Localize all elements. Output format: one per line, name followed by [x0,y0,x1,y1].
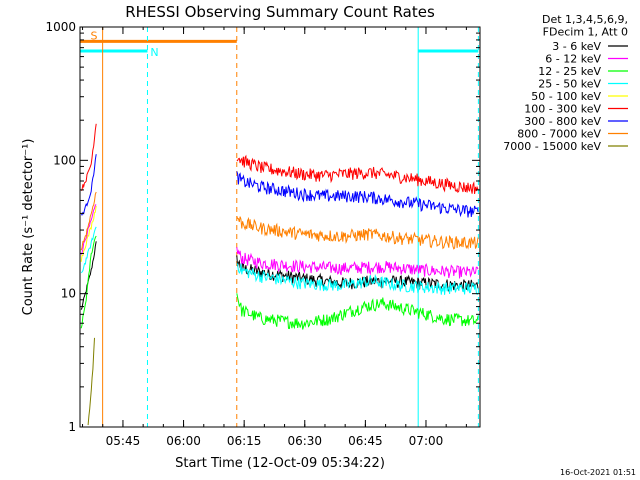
y-axis-label: Count Rate (s⁻¹ detector⁻¹) [21,139,36,316]
x-tick-label: 06:30 [287,434,322,448]
series-line [87,337,95,426]
legend-entry-label: 25 - 50 keV [538,78,601,91]
series-line [236,154,479,195]
x-tick-label: 06:00 [166,434,201,448]
legend-header-line: Det 1,3,4,5,6,9, [542,13,628,26]
series-layer [80,123,479,426]
footer-timestamp: 16-Oct-2021 01:51 [560,468,636,477]
series-line [80,205,97,262]
series-line [236,263,479,295]
chart-title: RHESSI Observing Summary Count Rates [125,3,435,21]
y-tick-label: 1 [68,420,76,434]
series-line [236,293,479,330]
legend-entry-label: 6 - 12 keV [545,53,601,66]
legend-entry-label: 50 - 100 keV [531,90,601,103]
series-line [80,235,97,329]
y-tick-label: 10 [61,287,76,301]
series-line [80,226,97,274]
axes-layer: 05:45 06:00 06:15 06:30 06:45 07:00 1 10 100 1000 [45,20,481,448]
x-tick-label: 07:00 [409,434,444,448]
y-tick-label: 100 [53,153,76,167]
series-line [236,247,479,279]
legend-entry-label: 100 - 300 keV [524,103,601,116]
x-tick-label: 06:45 [348,434,383,448]
annotation-layer: SN [79,27,479,427]
observing-interval-label: N [150,46,158,59]
x-tick-label: 06:15 [227,434,262,448]
legend-entry-label: 12 - 25 keV [538,65,601,78]
series-line [236,216,479,250]
legend-entry-label: 300 - 800 keV [524,115,601,128]
legend-header-line: FDecim 1, Att 0 [543,26,628,39]
plot-frame [79,26,481,428]
x-axis-label: Start Time (12-Oct-09 05:34:22) [175,456,385,471]
observing-interval-label: S [91,29,98,42]
series-line [80,191,97,251]
series-line [236,171,479,218]
legend-entry-label: 800 - 7000 keV [517,128,601,141]
series-line [80,204,97,255]
y-tick-label: 1000 [45,20,76,34]
legend: Det 1,3,4,5,6,9,FDecim 1, Att 03 - 6 keV… [503,13,628,153]
legend-entry-label: 7000 - 15000 keV [503,140,601,153]
x-tick-label: 05:45 [106,434,141,448]
series-line [80,123,97,192]
legend-entry-label: 3 - 6 keV [552,40,601,53]
